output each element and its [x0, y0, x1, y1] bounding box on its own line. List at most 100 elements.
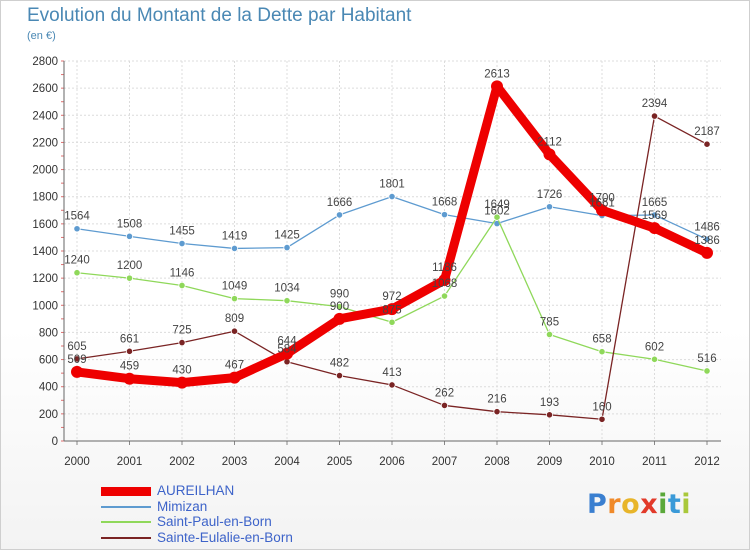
- x-tick-label: 2009: [537, 456, 563, 468]
- legend-label: Sainte-Eulalie-en-Born: [157, 529, 293, 545]
- data-point-saint-paul-en-born: [440, 292, 449, 300]
- data-label-mimizan: 1661: [589, 198, 615, 210]
- data-point-mimizan: [440, 211, 449, 219]
- data-label-mimizan: 1486: [694, 221, 720, 233]
- data-label-aureilhan: 1700: [589, 192, 615, 204]
- data-label-sainte-eulalie-en-born: 216: [487, 394, 506, 406]
- data-label-saint-paul-en-born: 1146: [170, 267, 195, 279]
- data-point-sainte-eulalie-en-born: [440, 401, 449, 410]
- x-tick-label: 2002: [169, 456, 195, 468]
- data-point-aureilhan: [386, 303, 398, 316]
- data-label-aureilhan: 1186: [432, 262, 457, 274]
- data-label-saint-paul-en-born: 602: [645, 341, 664, 353]
- data-point-mimizan: [335, 211, 344, 219]
- data-label-sainte-eulalie-en-born: 584: [277, 344, 297, 356]
- data-point-saint-paul-en-born: [545, 330, 554, 339]
- data-point-saint-paul-en-born: [125, 274, 134, 282]
- x-tick-label: 2011: [642, 456, 667, 468]
- data-label-sainte-eulalie-en-born: 160: [592, 401, 611, 413]
- data-point-mimizan: [388, 192, 396, 201]
- data-point-aureilhan: [438, 274, 451, 287]
- data-label-sainte-eulalie-en-born: 809: [225, 313, 244, 325]
- proxiti-logo: Proxiti: [587, 489, 691, 520]
- data-point-saint-paul-en-born: [598, 348, 606, 356]
- data-point-sainte-eulalie-en-born: [598, 415, 606, 423]
- data-point-sainte-eulalie-en-born: [230, 327, 239, 335]
- data-label-aureilhan: 1569: [642, 210, 668, 222]
- data-point-mimizan: [125, 232, 134, 240]
- x-tick-label: 2000: [64, 456, 90, 468]
- x-tick-label: 2006: [379, 456, 405, 468]
- data-point-saint-paul-en-born: [493, 213, 501, 221]
- x-tick-label: 2010: [589, 456, 615, 468]
- data-label-aureilhan: 467: [225, 360, 244, 372]
- data-label-mimizan: 1726: [537, 189, 563, 201]
- data-label-aureilhan: 900: [330, 301, 349, 313]
- logo-letter: o: [621, 489, 641, 520]
- logo-letter: i: [658, 489, 668, 520]
- data-label-sainte-eulalie-en-born: 482: [330, 358, 349, 370]
- data-label-sainte-eulalie-en-born: 725: [172, 325, 191, 337]
- data-label-mimizan: 1419: [222, 230, 248, 242]
- data-label-aureilhan: 2613: [484, 68, 510, 80]
- data-label-saint-paul-en-born: 1068: [432, 278, 458, 290]
- data-label-saint-paul-en-born: 1649: [484, 199, 510, 211]
- data-point-sainte-eulalie-en-born: [388, 381, 396, 389]
- data-point-sainte-eulalie-en-born: [493, 408, 501, 416]
- data-point-sainte-eulalie-en-born: [335, 371, 344, 380]
- data-point-aureilhan: [176, 376, 188, 389]
- data-label-aureilhan: 644: [277, 336, 297, 348]
- data-label-mimizan: 1801: [379, 179, 405, 191]
- x-tick-label: 2004: [274, 456, 300, 468]
- data-label-aureilhan: 972: [382, 291, 401, 303]
- data-point-aureilhan: [543, 148, 556, 161]
- data-point-aureilhan: [281, 347, 293, 360]
- data-label-saint-paul-en-born: 516: [697, 353, 716, 365]
- y-tick-label: 2600: [32, 83, 58, 95]
- y-tick-label: 2800: [32, 56, 58, 68]
- data-point-aureilhan: [71, 365, 83, 378]
- data-point-aureilhan: [648, 222, 661, 235]
- x-tick-label: 2005: [327, 456, 353, 468]
- data-label-aureilhan: 459: [120, 361, 139, 373]
- data-point-mimizan: [73, 225, 81, 233]
- data-point-mimizan: [650, 211, 659, 219]
- data-label-aureilhan: 430: [172, 365, 191, 377]
- x-tick-label: 2012: [694, 456, 720, 468]
- data-point-sainte-eulalie-en-born: [545, 411, 554, 419]
- data-label-sainte-eulalie-en-born: 193: [540, 397, 559, 409]
- data-label-sainte-eulalie-en-born: 2394: [642, 98, 668, 110]
- data-label-aureilhan: 2112: [537, 136, 562, 148]
- data-point-mimizan: [230, 244, 239, 253]
- data-label-mimizan: 1665: [642, 197, 668, 209]
- data-label-saint-paul-en-born: 658: [592, 334, 611, 346]
- data-label-saint-paul-en-born: 1240: [64, 255, 90, 267]
- data-point-mimizan: [545, 203, 554, 211]
- logo-letter: t: [667, 489, 682, 520]
- data-point-sainte-eulalie-en-born: [650, 112, 659, 120]
- y-tick-label: 2200: [32, 137, 58, 149]
- data-point-saint-paul-en-born: [73, 269, 81, 277]
- data-label-saint-paul-en-born: 875: [382, 304, 401, 316]
- data-label-mimizan: 1564: [64, 211, 90, 223]
- y-tick-label: 1800: [32, 192, 58, 204]
- data-label-aureilhan: 1386: [694, 235, 720, 247]
- data-label-sainte-eulalie-en-born: 605: [67, 341, 86, 353]
- data-label-saint-paul-en-born: 1034: [274, 283, 300, 295]
- data-labels: 1564 1508 1455 1419 1425 1666 1801 1668 1602 1726…: [64, 68, 720, 413]
- y-tick-label: 200: [39, 409, 58, 421]
- data-label-sainte-eulalie-en-born: 661: [120, 333, 139, 345]
- data-point-aureilhan: [596, 204, 608, 217]
- data-point-aureilhan: [333, 312, 346, 325]
- x-tick-label: 2008: [484, 456, 510, 468]
- data-label-saint-paul-en-born: 1200: [117, 260, 143, 272]
- data-point-saint-paul-en-born: [335, 303, 344, 311]
- y-tick-label: 1600: [32, 219, 58, 231]
- data-label-saint-paul-en-born: 1049: [222, 281, 248, 293]
- data-label-saint-paul-en-born: 785: [540, 316, 559, 328]
- data-point-saint-paul-en-born: [178, 281, 186, 290]
- data-label-saint-paul-en-born: 990: [330, 289, 349, 301]
- legend-swatch: [101, 487, 151, 496]
- logo-letter: P: [587, 489, 608, 520]
- y-tick-label: 1000: [32, 300, 58, 312]
